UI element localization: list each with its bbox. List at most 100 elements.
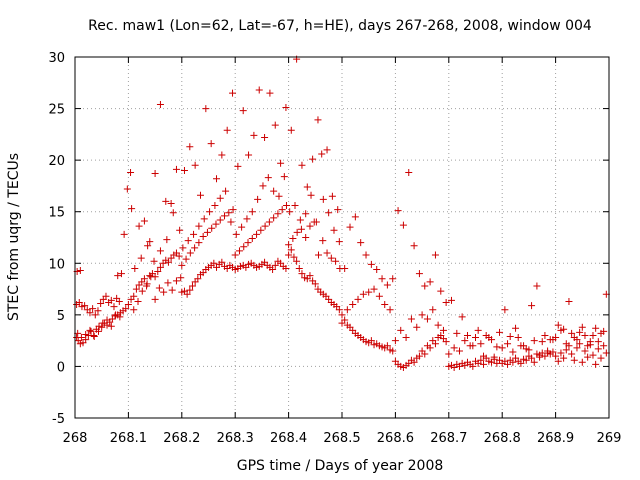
data-point (275, 192, 283, 200)
data-point (167, 199, 175, 207)
data-point (182, 255, 190, 263)
data-point (293, 257, 301, 265)
data-point (151, 170, 159, 178)
y-tick-label: 0 (57, 360, 65, 375)
data-point (186, 143, 194, 151)
data-point (544, 349, 552, 357)
x-tick-label: 268.9 (537, 431, 574, 446)
data-point (592, 324, 600, 332)
data-point (178, 261, 186, 269)
data-point (303, 183, 311, 191)
data-point (405, 169, 413, 177)
data-point (102, 292, 110, 300)
data-point (552, 334, 560, 342)
data-point (426, 344, 434, 352)
data-point (504, 360, 512, 368)
data-point (82, 330, 90, 338)
grid-lines (75, 57, 609, 418)
data-point (130, 306, 138, 314)
data-point (172, 277, 180, 285)
data-point (370, 285, 378, 293)
data-point (530, 358, 538, 366)
data-point (597, 329, 605, 337)
data-point (144, 242, 152, 250)
data-point (528, 302, 536, 310)
data-point (114, 272, 122, 280)
data-point (86, 326, 94, 334)
data-point (77, 334, 85, 342)
data-point (296, 216, 304, 224)
data-point (407, 315, 415, 323)
data-point (202, 105, 210, 113)
x-axis-label: GPS time / Days of year 2008 (237, 458, 444, 474)
data-point (99, 319, 107, 327)
data-point (116, 313, 124, 321)
data-point (485, 334, 493, 342)
data-point (97, 300, 105, 308)
data-point (128, 205, 136, 213)
data-point (155, 284, 163, 292)
data-point (291, 202, 299, 210)
data-point (238, 223, 246, 231)
data-point (127, 169, 135, 177)
data-point (183, 290, 191, 298)
data-point (528, 354, 536, 362)
data-point (354, 295, 362, 303)
data-point (522, 356, 530, 364)
data-point (138, 287, 146, 295)
data-point (402, 334, 410, 342)
data-point (180, 166, 188, 174)
data-point (222, 187, 230, 195)
data-point (107, 296, 115, 304)
data-point (477, 356, 485, 364)
data-point (450, 344, 458, 352)
data-point (504, 340, 512, 348)
data-point (297, 225, 305, 233)
data-point (570, 334, 578, 342)
data-point (112, 311, 120, 319)
data-point (94, 307, 102, 315)
data-point (156, 100, 164, 108)
data-point (240, 243, 248, 251)
data-point (383, 342, 391, 350)
data-point (245, 151, 253, 159)
data-point (541, 331, 549, 339)
data-point (578, 323, 586, 331)
data-point (584, 353, 592, 361)
data-point (328, 192, 336, 200)
data-point (552, 352, 560, 360)
data-point (81, 302, 89, 310)
data-point (282, 202, 290, 210)
data-point (373, 265, 381, 273)
data-point (445, 350, 453, 358)
data-point (270, 187, 278, 195)
data-point (186, 249, 194, 257)
data-point (586, 341, 594, 349)
data-point (168, 286, 176, 294)
data-point (496, 328, 504, 336)
data-point (188, 282, 196, 290)
data-point (517, 359, 525, 367)
data-point (351, 213, 359, 221)
data-point (439, 326, 447, 334)
data-point (191, 244, 199, 252)
data-point (434, 321, 442, 329)
data-point (461, 337, 469, 345)
data-point (218, 151, 226, 159)
data-point (231, 251, 239, 259)
data-point (207, 140, 215, 148)
data-point (442, 298, 450, 306)
x-tick-label: 268.2 (163, 431, 200, 446)
data-point (229, 206, 237, 214)
data-point (132, 285, 140, 293)
data-point (306, 272, 314, 280)
data-point (274, 210, 282, 218)
data-point (538, 338, 546, 346)
data-point (271, 261, 279, 269)
data-point (223, 126, 231, 134)
data-point (154, 268, 162, 276)
data-point (211, 202, 219, 210)
data-point (271, 121, 279, 129)
data-point (319, 237, 327, 245)
